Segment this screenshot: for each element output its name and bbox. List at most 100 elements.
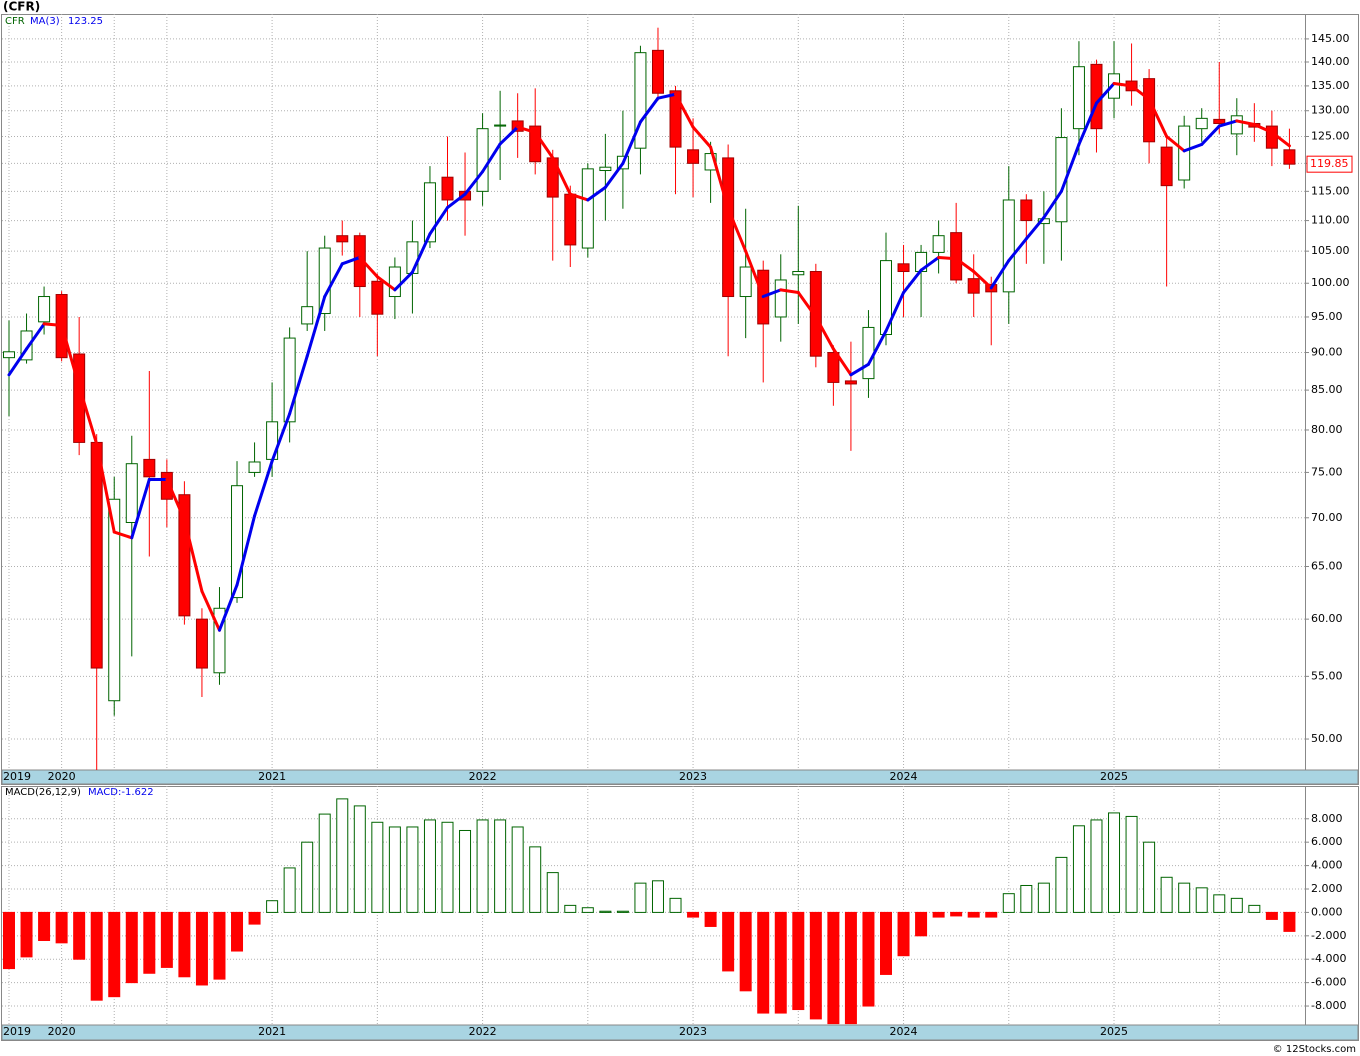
ma-line — [586, 185, 607, 202]
candle-body — [353, 235, 366, 288]
ma-line — [1007, 237, 1028, 263]
candle-body — [38, 296, 51, 323]
macd-bar — [827, 911, 840, 1025]
ma-line — [42, 322, 64, 327]
macd-bar — [651, 880, 664, 913]
macd-bar — [494, 819, 507, 913]
ma-line — [779, 288, 800, 295]
macd-bar — [143, 911, 156, 974]
ma-line — [410, 232, 432, 274]
ma-line — [568, 192, 590, 202]
ma-line — [1147, 97, 1169, 139]
x-tick-label: 2023 — [679, 1025, 707, 1038]
ma-line — [989, 259, 1011, 290]
candle-body — [160, 471, 173, 500]
x-tick-label: 2024 — [890, 1025, 918, 1038]
x-tick-label: 2021 — [258, 770, 286, 783]
candle-body — [862, 326, 875, 380]
ma-line — [902, 268, 923, 295]
candle-body — [932, 235, 945, 253]
ma-line — [814, 315, 835, 351]
candle-body — [494, 124, 507, 127]
ma-line — [656, 92, 678, 100]
y-tick-label: 6.000 — [1311, 835, 1343, 848]
macd-bar — [950, 911, 963, 917]
macd-bar — [1283, 911, 1296, 932]
candle-body — [722, 157, 735, 298]
candle-body — [1230, 115, 1243, 135]
y-tick-label: 125.00 — [1311, 130, 1350, 143]
ma-line — [954, 257, 976, 274]
macd-bar — [90, 911, 103, 1001]
ma-line — [516, 125, 537, 134]
y-tick-label: 0.000 — [1311, 905, 1343, 918]
candle-body — [967, 278, 980, 294]
ma-line — [674, 92, 695, 129]
candle-body — [476, 128, 489, 192]
macd-bar — [1072, 825, 1085, 913]
macd-bar — [108, 911, 121, 998]
y-tick-label: 55.00 — [1311, 669, 1343, 682]
ma-line — [235, 514, 257, 587]
macd-bar — [1002, 893, 1015, 913]
candle-body — [581, 168, 594, 249]
ma-line — [1235, 119, 1256, 127]
ma-line — [182, 518, 204, 593]
ma-line — [200, 589, 221, 632]
candle-body — [1213, 118, 1226, 124]
panel-title: MACD(26,12,9) — [5, 787, 81, 798]
candle-body — [248, 461, 261, 473]
ma-line — [95, 442, 116, 534]
ma-line — [1130, 84, 1151, 101]
macd-bar — [722, 911, 735, 972]
ma-line — [831, 347, 853, 377]
y-tick-label: 8.000 — [1311, 812, 1343, 825]
macd-bar — [915, 911, 928, 937]
ma-line — [253, 459, 274, 518]
candle-body — [213, 607, 226, 674]
ma-line — [919, 255, 941, 272]
macd-bar — [1055, 856, 1068, 913]
ma-line — [1165, 135, 1186, 153]
candle-body — [634, 52, 647, 149]
macd-bar — [1125, 815, 1138, 913]
y-tick-label: 145.00 — [1311, 32, 1350, 45]
ma-line — [884, 291, 906, 333]
ma-line — [25, 322, 46, 351]
x-tick-label: 2021 — [258, 1025, 286, 1038]
ma-line — [1077, 101, 1098, 146]
candle-body — [20, 330, 33, 361]
candle-body — [1195, 117, 1208, 130]
candle-body — [1283, 149, 1296, 165]
candle-body — [1178, 125, 1191, 181]
ma-line — [1112, 81, 1134, 88]
y-tick-label: -6.000 — [1311, 976, 1346, 989]
candle-body — [669, 90, 682, 148]
ma-line — [1182, 142, 1204, 153]
macd-bar — [1143, 841, 1156, 913]
macd-bar — [1020, 884, 1033, 913]
ma-line — [481, 142, 502, 174]
candle-body — [1072, 66, 1085, 130]
ma-line — [217, 583, 239, 632]
candle-body — [651, 49, 664, 94]
macd-bar — [1248, 904, 1261, 913]
candle-body — [441, 176, 454, 201]
macd-bar — [774, 911, 787, 1014]
macd-bar — [160, 911, 173, 968]
y-tick-label: 60.00 — [1311, 612, 1343, 625]
ma-line — [358, 255, 379, 279]
candle-body — [371, 280, 384, 315]
ma-line — [726, 207, 748, 253]
y-tick-label: 90.00 — [1311, 346, 1343, 359]
candle-body — [301, 306, 314, 325]
x-tick-label: 2024 — [890, 770, 918, 783]
macd-bar — [704, 911, 717, 927]
macd-bar — [739, 911, 752, 992]
macd-bar — [3, 911, 15, 970]
candle-body — [529, 125, 542, 163]
x-tick-label: 2020 — [48, 1025, 76, 1038]
candle-body — [283, 337, 296, 423]
candle-body — [388, 266, 401, 298]
ma-line — [691, 125, 713, 149]
